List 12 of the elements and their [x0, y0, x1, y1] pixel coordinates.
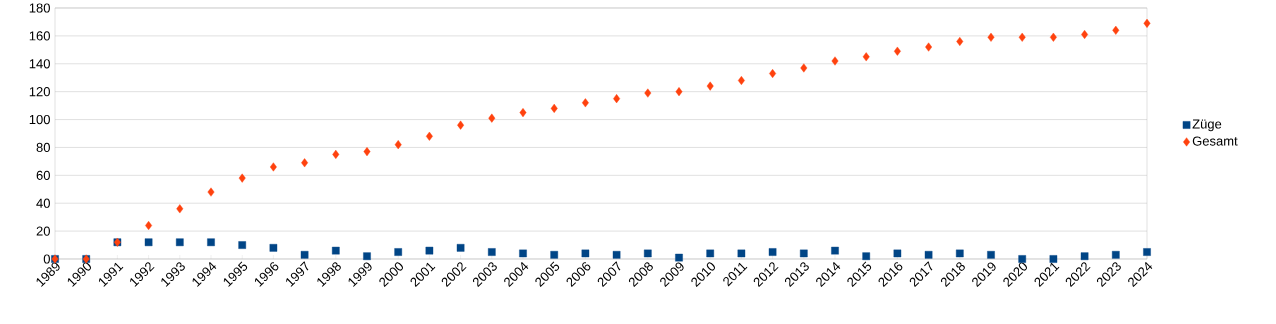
y-tick-label: 140 — [29, 59, 50, 69]
y-tick-label: 20 — [36, 226, 50, 236]
y-tick-label: 120 — [29, 87, 50, 97]
y-tick-label: 80 — [36, 142, 50, 153]
y-tick-label: 160 — [29, 31, 50, 41]
legend-label: Gesamt — [1192, 136, 1238, 146]
y-tick-label: 40 — [36, 198, 50, 208]
y-tick-label: 60 — [36, 170, 50, 180]
y-tick-label: 100 — [29, 114, 50, 125]
y-tick-label: 180 — [29, 3, 50, 13]
legend-label: Züge — [1192, 119, 1222, 132]
y-tick-label: 0 — [43, 254, 50, 264]
